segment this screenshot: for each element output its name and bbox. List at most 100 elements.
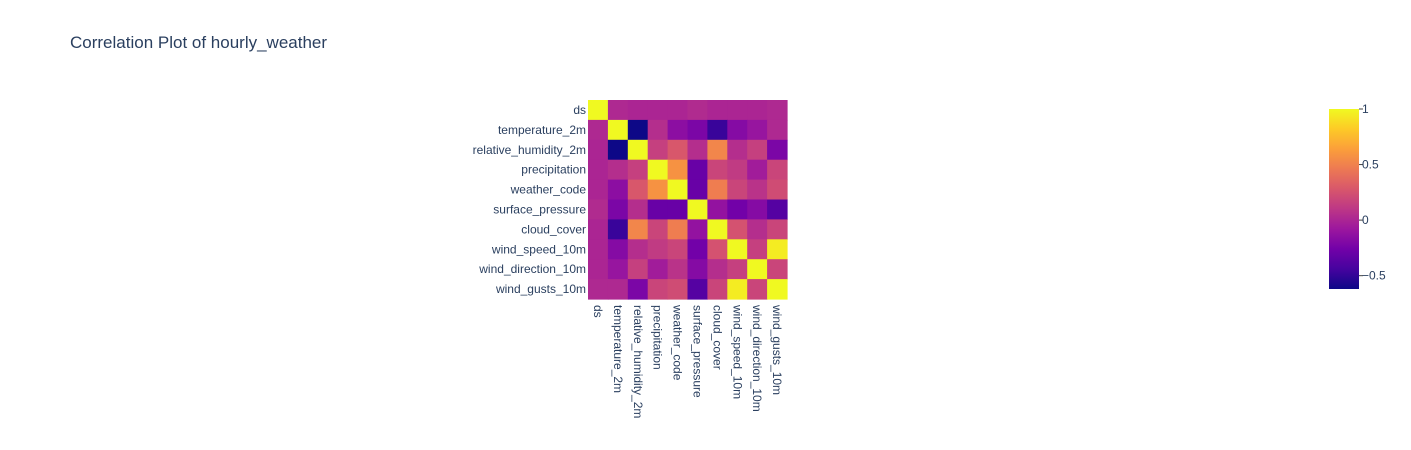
heatmap-cell: [647, 179, 669, 201]
heatmap-cell: [767, 119, 788, 141]
heatmap-cell: [707, 100, 728, 121]
heatmap-cell: [627, 119, 649, 141]
heatmap-cell: [647, 100, 669, 121]
x-tick-label: weather_code: [671, 304, 685, 381]
y-tick-label: ds: [573, 103, 586, 117]
colorbar-tick-label: 0.5: [1362, 158, 1379, 172]
heatmap-cell: [767, 179, 788, 201]
heatmap-cell: [647, 199, 669, 220]
x-tick-label: surface_pressure: [690, 305, 704, 398]
heatmap-cell: [607, 119, 629, 141]
heatmap-cell: [588, 179, 609, 201]
chart-title: Correlation Plot of hourly_weather: [70, 33, 328, 52]
heatmap-cell: [707, 259, 728, 280]
heatmap-cell: [727, 100, 748, 121]
heatmap-cell: [687, 199, 708, 220]
heatmap-cell: [607, 199, 629, 220]
y-tick-label: relative_humidity_2m: [473, 143, 586, 157]
heatmap-cell: [627, 259, 649, 280]
heatmap-cell: [687, 100, 708, 121]
heatmap-cell: [647, 279, 669, 300]
heatmap-cell: [727, 179, 748, 201]
heatmap-cell: [627, 239, 649, 260]
heatmap-cell: [747, 199, 768, 220]
heatmap-cell: [747, 219, 768, 240]
colorbar-tick-label: 1: [1362, 102, 1369, 116]
heatmap-cell: [687, 219, 708, 240]
heatmap-cell: [747, 179, 768, 201]
heatmap-cell: [687, 279, 708, 300]
heatmap-cell: [727, 139, 748, 161]
heatmap-cell: [667, 179, 689, 201]
x-axis-tick-labels: ds temperature_2m relative_humidity_2m prec…: [591, 304, 784, 418]
heatmap-cell: [607, 159, 629, 181]
heatmap-cell: [707, 159, 728, 181]
y-axis-tick-labels: ds temperature_2m relative_humidity_2mprec…: [473, 103, 587, 296]
heatmap-cell: [767, 139, 788, 161]
heatmap-cell: [647, 139, 669, 161]
heatmap-cell: [667, 199, 689, 220]
heatmap-cell: [588, 259, 609, 280]
heatmap-cell: [627, 179, 649, 201]
heatmap-cell: [667, 139, 689, 161]
heatmap-cell: [647, 119, 669, 141]
y-tick-label: surface_pressure: [493, 202, 586, 216]
heatmap-cell: [627, 199, 649, 220]
heatmap-cell: [647, 239, 669, 260]
heatmap-cell: [747, 139, 768, 161]
heatmap-cell: [607, 259, 629, 280]
heatmap-cell: [687, 139, 708, 161]
y-tick-label: temperature_2m: [498, 123, 586, 137]
heatmap-cell: [767, 259, 788, 280]
heatmap-cell: [588, 279, 609, 300]
heatmap-cell: [767, 279, 788, 300]
x-tick-label: wind_gusts_10m: [770, 304, 784, 395]
heatmap-cell: [747, 279, 768, 300]
colorbar-tick-label: −0.5: [1362, 269, 1386, 283]
x-tick-label: temperature_2m: [611, 305, 625, 393]
heatmap-cell: [747, 259, 768, 280]
heatmap-cell: [588, 199, 609, 220]
heatmap-cell: [767, 159, 788, 181]
heatmap-cell: [707, 119, 728, 141]
y-tick-label: wind_gusts_10m: [495, 282, 586, 296]
x-tick-label: wind_direction_10m: [750, 304, 764, 412]
heatmap-cell: [727, 239, 748, 260]
heatmap-cell: [727, 219, 748, 240]
heatmap-cell: [727, 199, 748, 220]
heatmap-cell: [767, 219, 788, 240]
heatmap-cell: [667, 279, 689, 300]
y-tick-label: weather_code: [510, 183, 587, 197]
heatmap-cell: [747, 119, 768, 141]
heatmap-cell: [588, 159, 609, 181]
heatmap-cell: [707, 239, 728, 260]
colorbar: [1329, 109, 1359, 289]
y-tick-label: cloud_cover: [521, 222, 586, 236]
heatmap-cell: [588, 119, 609, 141]
heatmap-cell: [588, 100, 609, 121]
heatmap-cell: [727, 119, 748, 141]
y-tick-label: wind_speed_10m: [491, 242, 586, 256]
heatmap-cell: [647, 219, 669, 240]
heatmap-cell: [627, 159, 649, 181]
heatmap-cell: [687, 159, 708, 181]
x-tick-label: precipitation: [651, 305, 665, 370]
heatmap-cell: [727, 159, 748, 181]
y-tick-label: precipitation: [521, 163, 586, 177]
heatmap-cell: [687, 119, 708, 141]
heatmap-cell: [687, 179, 708, 201]
heatmap-cell: [707, 199, 728, 220]
x-tick-label: ds: [591, 305, 605, 318]
heatmap-cell: [627, 139, 649, 161]
heatmap-cell: [687, 239, 708, 260]
heatmap-cell: [607, 239, 629, 260]
heatmap-cell: [667, 239, 689, 260]
heatmap-cell: [667, 219, 689, 240]
colorbar-ticks: 1 0.5 0 −0.5: [1359, 102, 1386, 283]
heatmap-cell: [727, 259, 748, 280]
heatmap-cell: [767, 100, 788, 121]
heatmap-cell: [647, 159, 669, 181]
x-tick-label: wind_speed_10m: [730, 304, 744, 399]
heatmap-cell: [607, 139, 629, 161]
